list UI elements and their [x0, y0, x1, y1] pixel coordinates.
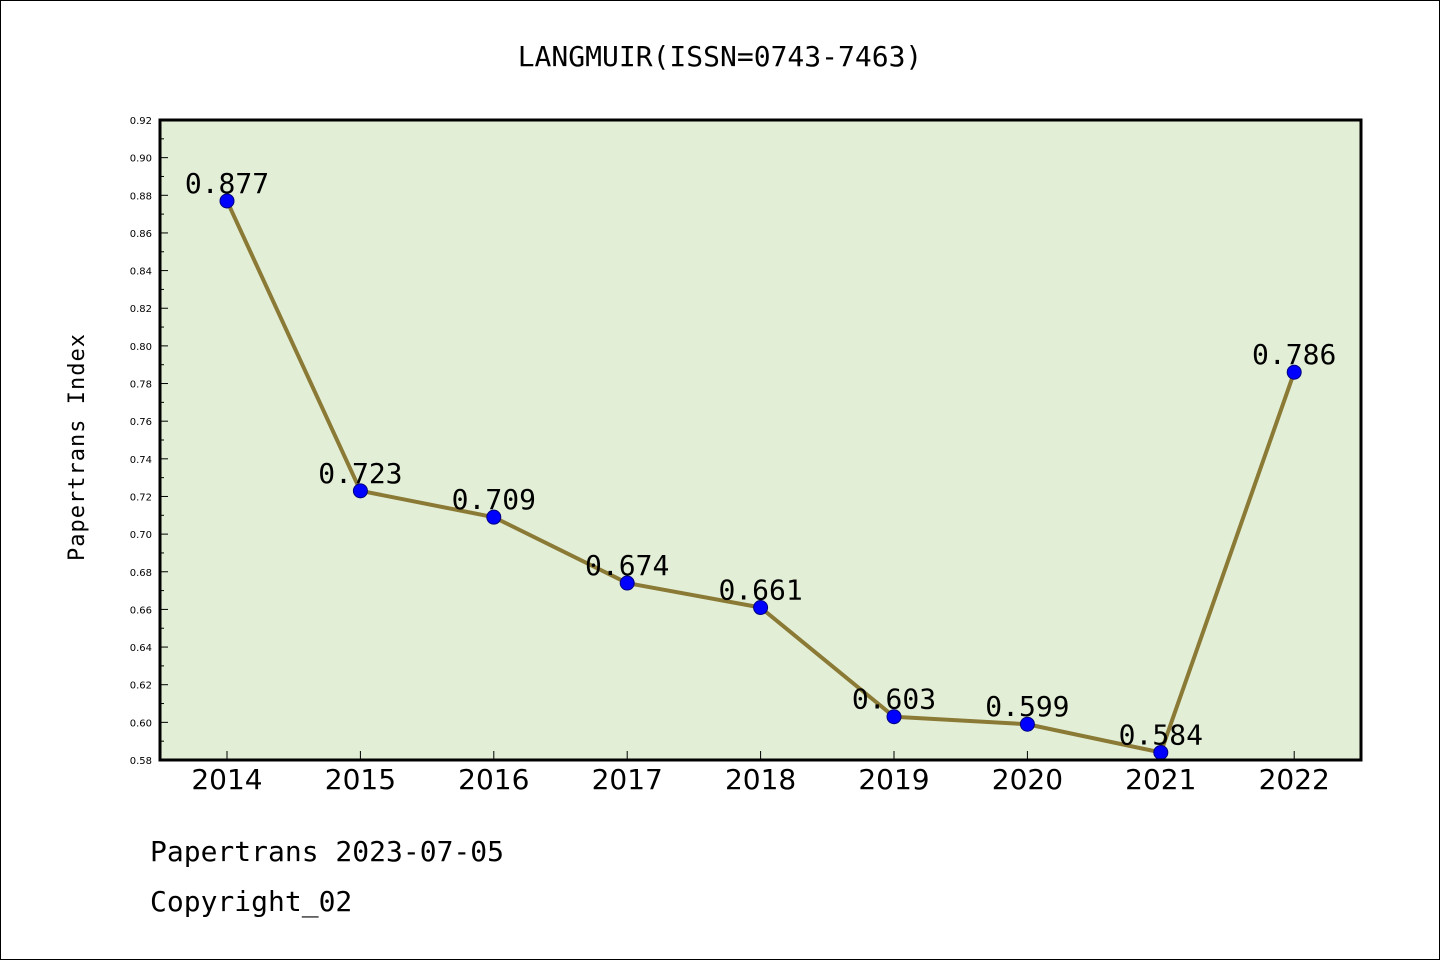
y-tick-label: 0.86: [130, 229, 152, 240]
x-tick-label: 2022: [1259, 763, 1330, 796]
chart-title: LANGMUIR(ISSN=0743-7463): [518, 40, 923, 73]
y-tick-label: 0.78: [130, 380, 152, 391]
y-tick-label: 0.60: [130, 718, 152, 729]
data-point-2018: [753, 600, 769, 616]
data-point-2020: [1019, 716, 1035, 732]
x-tick-label: 2018: [725, 763, 796, 796]
x-tick-label: 2016: [458, 763, 529, 796]
footer-date: Papertrans 2023-07-05: [150, 835, 505, 868]
y-tick-label: 0.80: [130, 342, 152, 353]
data-label-2020: 0.599: [985, 690, 1069, 723]
y-tick-label: 0.92: [130, 116, 152, 127]
y-tick-label: 0.72: [130, 492, 152, 503]
data-point-2017: [619, 575, 635, 591]
y-axis-label: Papertrans Index: [65, 333, 90, 561]
y-tick-label: 0.68: [130, 568, 152, 579]
x-tick-label: 2020: [992, 763, 1063, 796]
plot-area: [160, 120, 1361, 760]
data-label-2017: 0.674: [585, 549, 669, 582]
y-tick-label: 0.88: [130, 191, 152, 202]
plot-border: [158, 118, 1363, 762]
data-label-2016: 0.709: [452, 483, 536, 516]
data-label-2015: 0.723: [318, 457, 402, 490]
data-point-2016: [486, 509, 502, 525]
data-point-2022: [1286, 364, 1302, 380]
y-tick-label: 0.74: [130, 455, 152, 466]
data-label-2014: 0.877: [185, 167, 269, 200]
x-tick-label: 2021: [1125, 763, 1196, 796]
y-tick-label: 0.82: [130, 304, 152, 315]
data-label-2021: 0.584: [1119, 718, 1203, 751]
y-tick-label: 0.64: [130, 643, 152, 654]
y-tick-label: 0.76: [130, 417, 152, 428]
data-point-2019: [886, 709, 902, 725]
y-tick-label: 0.62: [130, 681, 152, 692]
data-point-2015: [352, 483, 368, 499]
data-label-2022: 0.786: [1252, 338, 1336, 371]
x-axis: 2014 2015 2016 2017 2018 2019 2020 2021 2022: [191, 751, 1330, 796]
data-label-2019: 0.603: [852, 683, 936, 716]
footer-copyright: Copyright_02: [150, 885, 353, 918]
y-tick-label: 0.70: [130, 530, 152, 541]
x-tick-label: 2019: [858, 763, 929, 796]
data-label-2018: 0.661: [718, 574, 802, 607]
x-tick-label: 2014: [191, 763, 262, 796]
y-tick-label: 0.58: [130, 756, 152, 767]
data-points: [219, 193, 1302, 760]
x-tick-label: 2017: [592, 763, 663, 796]
y-tick-label: 0.66: [130, 605, 152, 616]
data-point-2014: [219, 193, 235, 209]
y-axis: 0.58 0.60 0.62 0.64 0.66 0.68 0.70 0.72 0.74 0.76…: [130, 116, 168, 767]
data-labels: 0.877 0.723 0.709 0.674 0.661 0.603 0.599 0.584…: [185, 167, 1336, 752]
y-tick-label: 0.84: [130, 267, 152, 278]
x-tick-label: 2015: [325, 763, 396, 796]
y-tick-label: 0.90: [130, 154, 152, 165]
